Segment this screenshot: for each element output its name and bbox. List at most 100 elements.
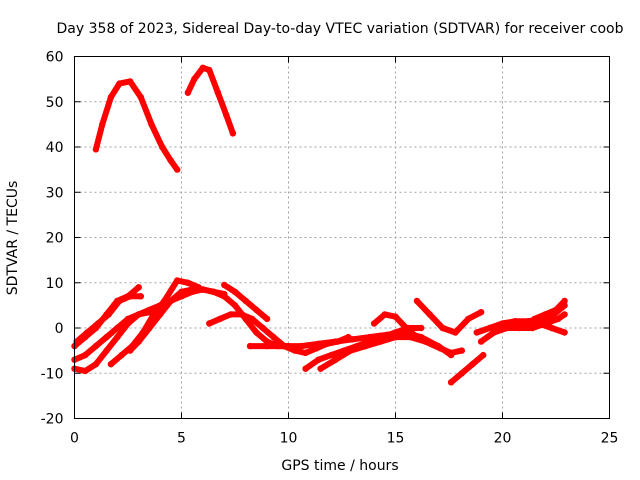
data-point: [135, 311, 142, 318]
data-point: [253, 306, 260, 314]
data-point: [242, 297, 249, 305]
data-point: [116, 297, 123, 305]
y-tick-label: 60: [46, 50, 64, 66]
x-tick-labels: 0 5 10 15 20 25: [70, 431, 618, 447]
data-point: [263, 315, 271, 323]
data-point: [174, 277, 181, 284]
data-point: [199, 64, 207, 72]
data-point: [137, 293, 144, 300]
data-point: [167, 297, 174, 305]
data-point: [477, 309, 485, 316]
data-point: [246, 342, 254, 350]
y-axis-title: SDTVAR / TECUs: [5, 181, 21, 296]
ticks: [74, 56, 610, 419]
data-point: [413, 333, 421, 341]
data-point: [317, 365, 324, 372]
data-point: [499, 320, 506, 327]
data-point: [490, 329, 498, 336]
data-point: [486, 324, 493, 332]
data-point: [135, 284, 142, 291]
data-point: [418, 324, 425, 332]
data-point: [458, 347, 465, 354]
chart-title: Day 358 of 2023, Sidereal Day-to-day VTE…: [57, 21, 624, 37]
y-tick-labels: -20 -10 0 10 20 30 40 50 60: [41, 50, 64, 428]
data-point: [302, 365, 309, 372]
data-point: [135, 338, 142, 345]
data-point: [561, 329, 568, 336]
data-point: [426, 311, 433, 318]
data-point: [103, 347, 110, 354]
data-point: [124, 315, 132, 323]
data-point: [377, 338, 384, 345]
x-axis-title: GPS time / hours: [281, 458, 398, 474]
data-point: [184, 89, 192, 96]
data-point: [105, 311, 112, 318]
data-point: [413, 297, 421, 305]
data-point: [281, 342, 288, 350]
data-point: [221, 281, 228, 289]
data-point: [107, 361, 115, 368]
data-point: [94, 320, 102, 327]
data-point: [381, 311, 388, 318]
data-point: [522, 320, 530, 327]
data-point: [263, 342, 271, 350]
series-line-arc-14: [448, 352, 487, 386]
data-point: [184, 279, 192, 286]
data-point: [174, 166, 181, 173]
data-point: [210, 288, 217, 295]
x-tick-label: 0: [70, 431, 79, 447]
y-tick-label: 0: [55, 321, 64, 337]
data-point: [227, 311, 234, 318]
data-point: [510, 320, 517, 327]
data-point: [148, 121, 155, 128]
data-point: [206, 320, 213, 327]
data-point: [392, 313, 399, 320]
data-point: [84, 329, 91, 336]
data-point: [126, 347, 134, 354]
data-point: [82, 367, 89, 375]
y-tick-label: 30: [46, 185, 64, 201]
data-point: [259, 324, 266, 332]
data-point: [92, 361, 100, 368]
data-point: [480, 351, 487, 359]
series-line-arc-18: [531, 297, 568, 322]
data-point: [92, 342, 100, 350]
data-point: [347, 347, 354, 354]
data-point: [137, 94, 144, 101]
data-point: [458, 370, 465, 377]
grid: [74, 56, 610, 419]
data-point: [191, 75, 198, 83]
data-point: [403, 324, 410, 332]
x-tick-label: 5: [177, 431, 186, 447]
data-point: [159, 143, 166, 151]
data-point: [503, 324, 510, 332]
data-point: [477, 338, 485, 345]
data-point: [216, 315, 224, 323]
data-point: [437, 345, 444, 352]
data-point: [392, 329, 399, 336]
data-point: [156, 311, 164, 318]
data-point: [92, 146, 100, 153]
data-point: [199, 286, 207, 293]
data-point: [349, 336, 356, 343]
data-point: [447, 379, 455, 386]
data-point: [315, 340, 322, 347]
data-point: [107, 94, 115, 101]
data-point: [221, 293, 228, 300]
y-tick-label: 10: [46, 276, 64, 292]
data-point: [231, 302, 239, 309]
y-tick-label: -10: [41, 366, 64, 382]
data-point: [248, 315, 256, 323]
data-point: [82, 351, 89, 359]
series-line-arc-6: [127, 286, 292, 354]
data-point: [114, 324, 121, 332]
data-point: [548, 324, 555, 332]
x-tick-label: 25: [601, 431, 619, 447]
data-point: [223, 112, 230, 119]
data-point: [362, 342, 369, 350]
data-point: [332, 356, 339, 363]
data-point: [214, 89, 222, 96]
data-point: [439, 324, 446, 332]
data-point: [253, 329, 260, 336]
